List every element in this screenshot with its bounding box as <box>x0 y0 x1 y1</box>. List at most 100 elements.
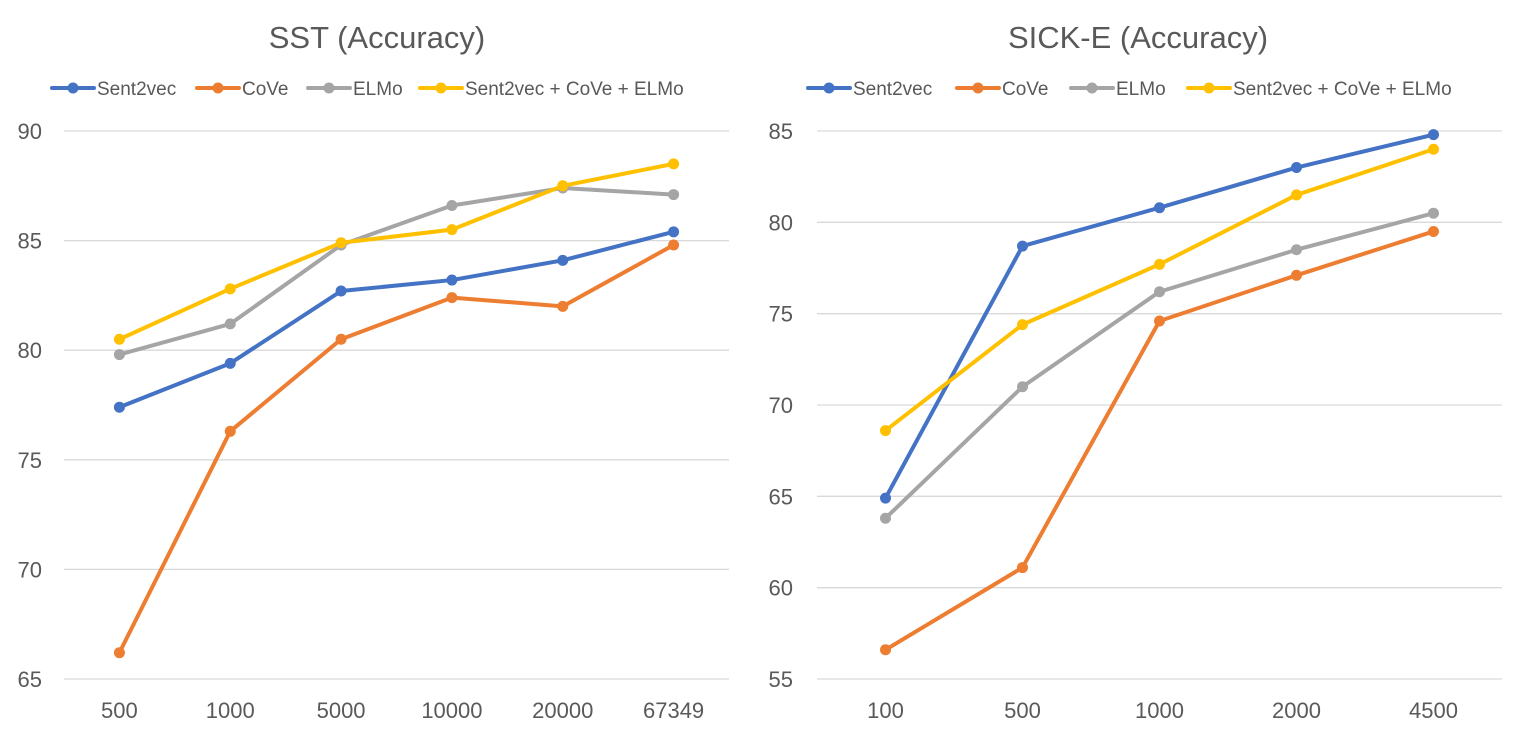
legend-item-elmo: ELMo <box>306 79 403 100</box>
data-point-elmo-2000 <box>1291 244 1302 256</box>
data-point-sent2vec-cove-elmo-500 <box>113 333 125 345</box>
series-sent2vec <box>113 226 680 413</box>
series-sent2vec <box>880 129 1439 504</box>
x-tick-label-2000: 2000 <box>1272 698 1321 723</box>
data-point-sent2vec-cove-elmo-1000 <box>224 283 236 295</box>
y-tick-labels: 55 60 65 70 75 80 85 <box>769 119 793 692</box>
y-tick-label-65: 65 <box>18 667 42 692</box>
legend-label-sent2vec-cove-elmo: Sent2vec + CoVe + ELMo <box>1233 79 1452 100</box>
x-tick-label-1000: 1000 <box>1135 698 1184 723</box>
legend-swatch-marker <box>67 82 79 94</box>
series-sent2vec-cove-elmo <box>113 158 680 345</box>
legend-swatch-marker <box>972 82 984 94</box>
legend-label-cove: CoVe <box>1002 79 1048 100</box>
data-point-sent2vec-500 <box>1017 240 1028 252</box>
series-elmo <box>880 207 1439 524</box>
series-line-sent2vec <box>117 229 676 410</box>
x-tick-label-100: 100 <box>867 698 904 723</box>
data-point-sent2vec-100 <box>880 492 891 504</box>
y-tick-label-90: 90 <box>18 119 42 144</box>
series-cove <box>880 225 1439 656</box>
y-tick-label-75: 75 <box>18 448 42 473</box>
data-point-cove-4500 <box>1428 225 1439 237</box>
series-elmo <box>113 182 680 361</box>
series-line-sent2vec-cove-elmo <box>117 161 676 342</box>
legend-item-sent2vec-cove-elmo: Sent2vec + CoVe + ELMo <box>1186 79 1452 100</box>
x-tick-label-20000: 20000 <box>532 698 593 723</box>
legend-item-elmo: ELMo <box>1069 79 1166 100</box>
legend-item-cove: CoVe <box>195 79 288 100</box>
chart-title: SST (Accuracy) <box>269 20 485 55</box>
data-point-sent2vec-500 <box>113 401 125 413</box>
y-tick-label-70: 70 <box>18 557 42 582</box>
series-lines <box>880 129 1439 656</box>
data-point-sent2vec-cove-elmo-1000 <box>1154 258 1165 270</box>
data-point-sent2vec-2000 <box>1291 162 1302 174</box>
data-point-elmo-67349 <box>668 189 680 201</box>
data-point-sent2vec-cove-elmo-2000 <box>1291 189 1302 201</box>
chart-title: SICK-E (Accuracy) <box>1008 20 1268 55</box>
data-point-cove-1000 <box>1154 315 1165 327</box>
legend-item-sent2vec: Sent2vec <box>50 79 176 100</box>
y-tick-label-85: 85 <box>18 229 42 254</box>
legend-item-sent2vec: Sent2vec <box>806 79 932 100</box>
data-point-sent2vec-cove-elmo-4500 <box>1428 143 1439 155</box>
data-point-cove-100 <box>880 644 891 656</box>
legend-swatch-marker <box>1203 82 1215 94</box>
data-point-elmo-500 <box>1017 381 1028 393</box>
data-point-elmo-1000 <box>224 318 236 330</box>
data-point-cove-5000 <box>335 333 347 345</box>
data-point-elmo-4500 <box>1428 207 1439 219</box>
legend-swatch-marker <box>323 82 335 94</box>
data-point-sent2vec-10000 <box>446 274 458 286</box>
x-tick-label-5000: 5000 <box>317 698 366 723</box>
data-point-sent2vec-cove-elmo-67349 <box>668 158 680 170</box>
data-point-elmo-10000 <box>446 200 458 212</box>
y-tick-label-55: 55 <box>769 667 793 692</box>
y-tick-label-60: 60 <box>769 576 793 601</box>
data-point-cove-67349 <box>668 239 680 251</box>
data-point-cove-10000 <box>446 292 458 304</box>
data-point-elmo-500 <box>113 349 125 361</box>
data-point-sent2vec-cove-elmo-10000 <box>446 224 458 236</box>
legend-item-sent2vec-cove-elmo: Sent2vec + CoVe + ELMo <box>418 79 684 100</box>
data-point-sent2vec-cove-elmo-20000 <box>557 180 569 192</box>
x-tick-label-4500: 4500 <box>1409 698 1458 723</box>
legend-swatch-marker <box>1086 82 1098 94</box>
sst-accuracy-chart: SST (Accuracy) 65 70 75 80 85 90 500 1000 5000 1… <box>18 20 729 723</box>
y-tick-label-70: 70 <box>769 393 793 418</box>
data-point-sent2vec-cove-elmo-500 <box>1017 319 1028 331</box>
y-tick-label-75: 75 <box>769 302 793 327</box>
data-point-elmo-100 <box>880 512 891 524</box>
legend-label-cove: CoVe <box>242 79 288 100</box>
data-point-sent2vec-4500 <box>1428 129 1439 141</box>
data-point-cove-2000 <box>1291 269 1302 281</box>
data-point-sent2vec-1000 <box>1154 202 1165 214</box>
data-point-cove-20000 <box>557 300 569 312</box>
data-point-sent2vec-67349 <box>668 226 680 238</box>
x-tick-label-500: 500 <box>101 698 138 723</box>
series-lines <box>113 158 680 659</box>
legend-label-elmo: ELMo <box>1116 79 1166 100</box>
data-point-cove-1000 <box>224 425 236 437</box>
series-sent2vec-cove-elmo <box>880 143 1439 437</box>
legend-swatch-marker <box>823 82 835 94</box>
series-line-elmo <box>117 185 676 357</box>
legend-label-sent2vec: Sent2vec <box>97 79 176 100</box>
y-tick-label-65: 65 <box>769 484 793 509</box>
data-point-cove-500 <box>1017 562 1028 574</box>
data-point-sent2vec-5000 <box>335 285 347 297</box>
y-tick-label-80: 80 <box>769 210 793 235</box>
legend-label-sent2vec: Sent2vec <box>853 79 932 100</box>
y-tick-label-80: 80 <box>18 338 42 363</box>
legend-item-cove: CoVe <box>955 79 1048 100</box>
y-gridlines <box>64 130 729 680</box>
legend: Sent2vec CoVe ELMo Sent2vec + CoVe + ELMo <box>806 79 1452 100</box>
x-tick-label-10000: 10000 <box>421 698 482 723</box>
x-tick-labels: 100 500 1000 2000 4500 <box>867 698 1458 723</box>
data-point-sent2vec-cove-elmo-5000 <box>335 237 347 249</box>
legend-label-sent2vec-cove-elmo: Sent2vec + CoVe + ELMo <box>465 79 684 100</box>
